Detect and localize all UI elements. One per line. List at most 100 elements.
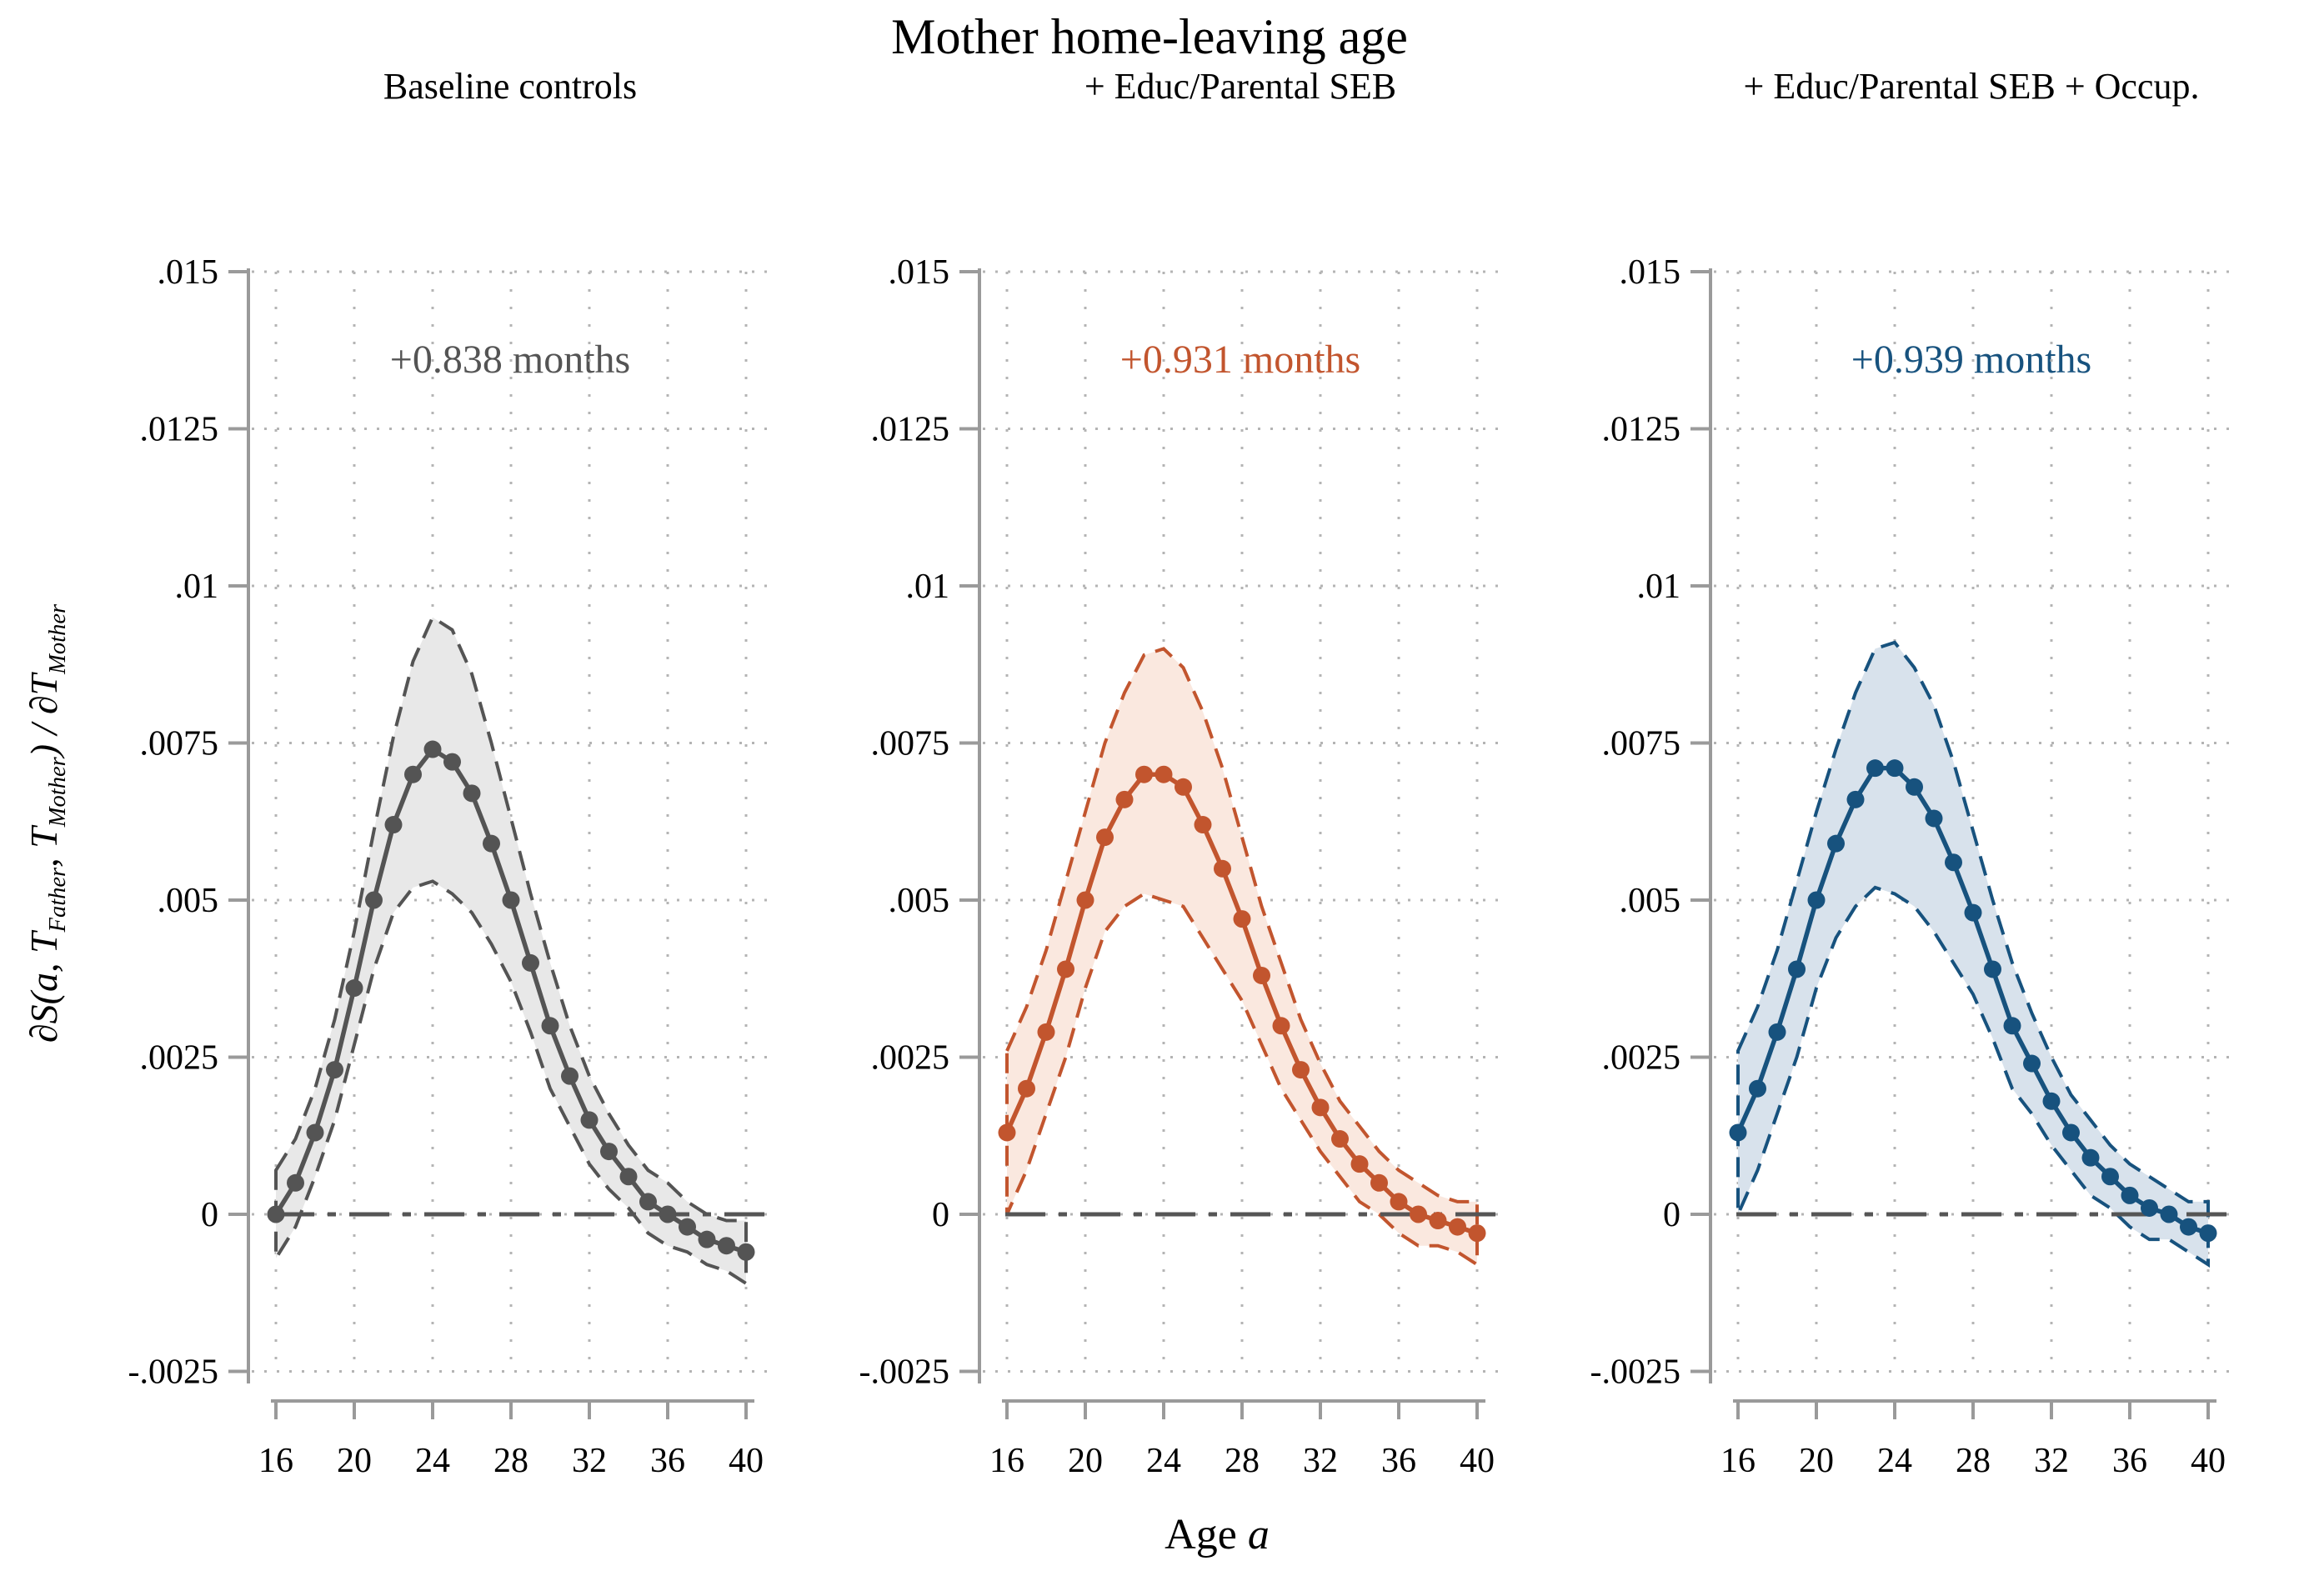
data-point bbox=[1945, 853, 1962, 872]
data-point bbox=[1292, 1061, 1310, 1079]
data-point bbox=[1964, 903, 1982, 922]
data-point bbox=[365, 891, 383, 909]
data-point bbox=[522, 953, 539, 972]
x-tick-label: 24 bbox=[415, 1442, 450, 1480]
data-point bbox=[1729, 1123, 1747, 1142]
data-point bbox=[737, 1243, 755, 1261]
data-point bbox=[1194, 816, 1212, 834]
y-tick-label: -.0025 bbox=[128, 1353, 219, 1392]
data-point bbox=[1350, 1155, 1369, 1173]
data-point bbox=[1768, 1023, 1786, 1041]
data-point bbox=[404, 765, 422, 783]
x-tick-label: 32 bbox=[2034, 1442, 2069, 1480]
data-point bbox=[502, 891, 520, 909]
data-point bbox=[1311, 1098, 1330, 1117]
data-point bbox=[2160, 1205, 2178, 1223]
data-point bbox=[2003, 1017, 2021, 1035]
data-point bbox=[423, 740, 442, 758]
x-tick-label: 16 bbox=[989, 1442, 1024, 1480]
confidence-band bbox=[1005, 647, 1479, 1268]
data-point bbox=[1175, 778, 1192, 796]
data-point bbox=[1827, 834, 1845, 853]
data-point bbox=[1906, 778, 1923, 796]
y-tick-label: 0 bbox=[1663, 1196, 1680, 1234]
data-point bbox=[1807, 891, 1826, 909]
x-axis-label-text: Age bbox=[1165, 1511, 1237, 1558]
data-point bbox=[2062, 1123, 2080, 1142]
confidence-band bbox=[274, 614, 748, 1287]
y-tick-label: .01 bbox=[1637, 568, 1681, 606]
data-point bbox=[1468, 1224, 1486, 1243]
data-point bbox=[639, 1193, 657, 1211]
y-tick-label: .005 bbox=[158, 882, 219, 920]
figure-title: Mother home-leaving age bbox=[891, 9, 1408, 64]
y-tick-label: .005 bbox=[1620, 882, 1681, 920]
data-point bbox=[1788, 960, 1806, 978]
data-point bbox=[1331, 1130, 1349, 1148]
data-point bbox=[2180, 1218, 2197, 1236]
panel-2-plot: -.0025 0 .0025 .005 .0075 .01 .0125 .015 16 20 24 2… bbox=[859, 253, 1499, 1480]
panel-2-subtitle: + Educ/Parental SEB bbox=[1084, 66, 1397, 107]
data-point bbox=[1429, 1212, 1447, 1230]
x-tick-label: 20 bbox=[337, 1442, 372, 1480]
data-point bbox=[679, 1218, 696, 1236]
data-point bbox=[600, 1143, 618, 1161]
data-point bbox=[1410, 1205, 1427, 1223]
panel-1-plot: -.0025 0 .0025 .005 .0075 .01 .0125 .015 16 20 24 2… bbox=[128, 253, 768, 1480]
data-point bbox=[1984, 960, 2001, 978]
data-point bbox=[345, 979, 363, 998]
y-tick-label: .0125 bbox=[140, 411, 219, 449]
panel-1-subtitle: Baseline controls bbox=[383, 66, 638, 107]
data-point bbox=[698, 1230, 716, 1248]
data-point bbox=[1749, 1079, 1766, 1098]
data-point bbox=[2042, 1092, 2061, 1110]
data-point bbox=[267, 1205, 285, 1223]
y-tick-label: .01 bbox=[906, 568, 950, 606]
x-tick-label: 20 bbox=[1068, 1442, 1103, 1480]
data-point bbox=[619, 1168, 638, 1186]
x-tick-label: 28 bbox=[1225, 1442, 1260, 1480]
data-point bbox=[1449, 1218, 1466, 1236]
data-point bbox=[2023, 1054, 2041, 1073]
data-point bbox=[384, 816, 403, 834]
y-tick-label: .01 bbox=[175, 568, 219, 606]
data-point bbox=[1846, 790, 1865, 808]
y-tick-label: .005 bbox=[889, 882, 950, 920]
data-point bbox=[1135, 765, 1153, 783]
data-point bbox=[659, 1205, 677, 1223]
data-point bbox=[287, 1173, 304, 1192]
data-point bbox=[1076, 891, 1094, 909]
data-point bbox=[2081, 1148, 2100, 1167]
x-tick-label: 36 bbox=[650, 1442, 685, 1480]
data-point bbox=[718, 1237, 735, 1255]
data-point bbox=[1214, 859, 1231, 878]
data-point bbox=[998, 1123, 1016, 1142]
data-point bbox=[1390, 1193, 1408, 1211]
y-tick-label: -.0025 bbox=[859, 1353, 950, 1392]
panel-3-plot: -.0025 0 .0025 .005 .0075 .01 .0125 .015 16 20 24 2… bbox=[1590, 253, 2230, 1480]
y-tick-label: .015 bbox=[1620, 253, 1681, 292]
data-point bbox=[1886, 759, 1904, 778]
x-axis-label-var: a bbox=[1247, 1511, 1270, 1558]
data-point bbox=[580, 1111, 599, 1129]
data-point bbox=[1096, 828, 1114, 847]
data-point bbox=[443, 753, 461, 771]
y-tick-label: 0 bbox=[932, 1196, 949, 1234]
data-point bbox=[1253, 966, 1270, 984]
x-tick-label: 28 bbox=[493, 1442, 528, 1480]
data-point bbox=[463, 784, 481, 803]
y-tick-label: .015 bbox=[889, 253, 950, 292]
data-point bbox=[326, 1061, 343, 1079]
x-tick-label: 28 bbox=[1956, 1442, 1991, 1480]
y-tick-label: .0025 bbox=[1602, 1039, 1681, 1078]
y-tick-label: .015 bbox=[158, 253, 219, 292]
y-tick-label: 0 bbox=[201, 1196, 218, 1234]
data-point bbox=[483, 834, 500, 853]
data-point bbox=[2141, 1198, 2158, 1217]
x-tick-label: 16 bbox=[258, 1442, 293, 1480]
data-point bbox=[1057, 960, 1074, 978]
y-tick-label: .0075 bbox=[871, 725, 950, 763]
data-point bbox=[1115, 790, 1134, 808]
data-point bbox=[306, 1123, 324, 1142]
